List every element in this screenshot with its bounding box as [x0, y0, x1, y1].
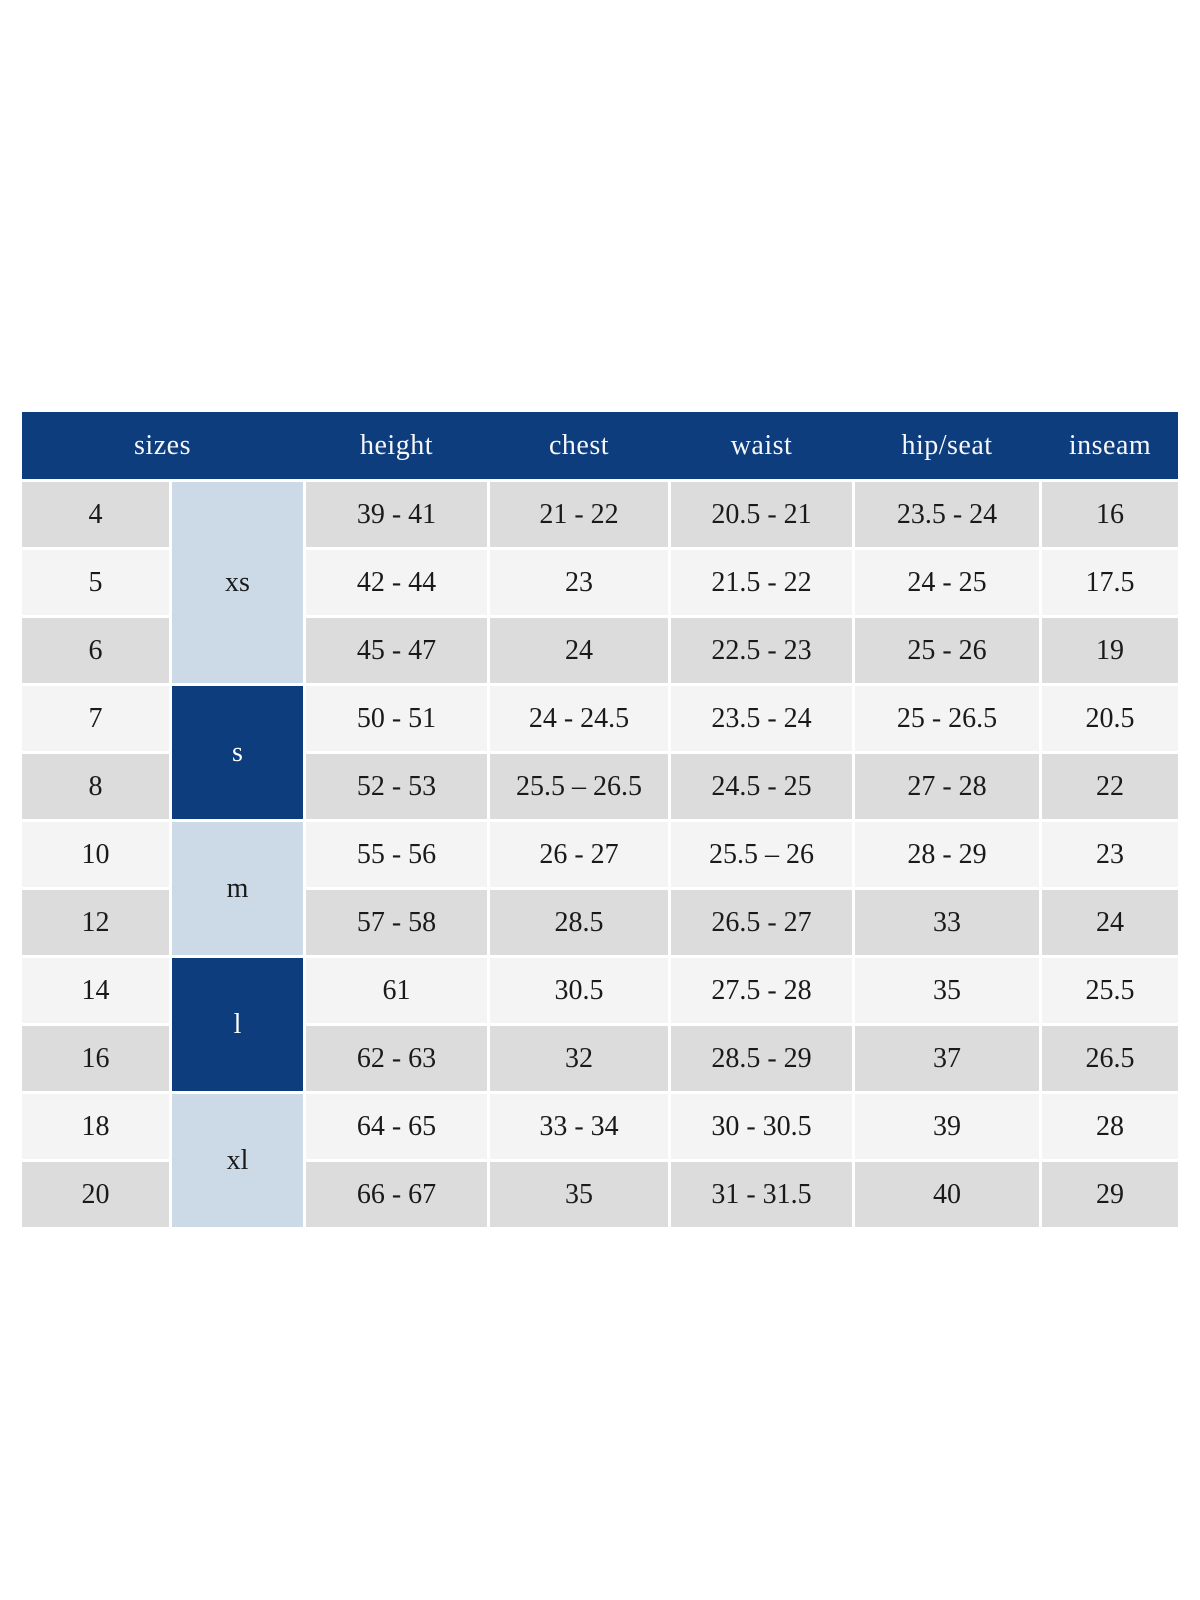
- inseam-cell: 20.5: [1042, 686, 1178, 751]
- waist-cell: 26.5 - 27: [671, 890, 852, 955]
- hip-seat-cell: 28 - 29: [855, 822, 1039, 887]
- size-cell: 20: [22, 1162, 169, 1227]
- size-cell: 18: [22, 1094, 169, 1159]
- waist-cell: 20.5 - 21: [671, 482, 852, 547]
- hip-seat-cell: 25 - 26.5: [855, 686, 1039, 751]
- inseam-cell: 22: [1042, 754, 1178, 819]
- height-cell: 66 - 67: [306, 1162, 487, 1227]
- height-cell: 50 - 51: [306, 686, 487, 751]
- size-cell: 4: [22, 482, 169, 547]
- size-group-cell-xs: xs: [172, 482, 303, 683]
- chest-cell: 21 - 22: [490, 482, 668, 547]
- chest-cell: 25.5 – 26.5: [490, 754, 668, 819]
- hip-seat-cell: 27 - 28: [855, 754, 1039, 819]
- hip-seat-cell: 35: [855, 958, 1039, 1023]
- hip-seat-cell: 37: [855, 1026, 1039, 1091]
- hip-seat-cell: 25 - 26: [855, 618, 1039, 683]
- size-cell: 7: [22, 686, 169, 751]
- chest-cell: 30.5: [490, 958, 668, 1023]
- hip-seat-cell: 23.5 - 24: [855, 482, 1039, 547]
- waist-cell: 30 - 30.5: [671, 1094, 852, 1159]
- waist-cell: 27.5 - 28: [671, 958, 852, 1023]
- chest-cell: 28.5: [490, 890, 668, 955]
- size-chart-table: sizes height chest waist hip/seat inseam…: [22, 412, 1178, 1227]
- waist-cell: 28.5 - 29: [671, 1026, 852, 1091]
- table-header-row: sizes height chest waist hip/seat inseam: [22, 412, 1178, 479]
- chest-cell: 35: [490, 1162, 668, 1227]
- chest-cell: 24 - 24.5: [490, 686, 668, 751]
- hip-seat-cell: 40: [855, 1162, 1039, 1227]
- column-header-inseam: inseam: [1068, 429, 1152, 461]
- height-cell: 61: [306, 958, 487, 1023]
- height-cell: 45 - 47: [306, 618, 487, 683]
- inseam-cell: 17.5: [1042, 550, 1178, 615]
- size-cell: 10: [22, 822, 169, 887]
- hip-seat-cell: 39: [855, 1094, 1039, 1159]
- size-cell: 5: [22, 550, 169, 615]
- size-cell: 6: [22, 618, 169, 683]
- size-cell: 16: [22, 1026, 169, 1091]
- size-group-cell-m: m: [172, 822, 303, 955]
- inseam-cell: 24: [1042, 890, 1178, 955]
- chest-cell: 33 - 34: [490, 1094, 668, 1159]
- chest-cell: 26 - 27: [490, 822, 668, 887]
- height-cell: 62 - 63: [306, 1026, 487, 1091]
- height-cell: 52 - 53: [306, 754, 487, 819]
- column-header-chest: chest: [548, 429, 610, 461]
- inseam-cell: 26.5: [1042, 1026, 1178, 1091]
- inseam-cell: 23: [1042, 822, 1178, 887]
- inseam-cell: 19: [1042, 618, 1178, 683]
- chest-cell: 24: [490, 618, 668, 683]
- size-group-cell-l: l: [172, 958, 303, 1091]
- height-cell: 39 - 41: [306, 482, 487, 547]
- height-cell: 57 - 58: [306, 890, 487, 955]
- chest-cell: 32: [490, 1026, 668, 1091]
- size-cell: 12: [22, 890, 169, 955]
- column-header-hip-seat: hip/seat: [901, 429, 993, 461]
- column-header-sizes: sizes: [134, 429, 191, 461]
- inseam-cell: 29: [1042, 1162, 1178, 1227]
- waist-cell: 23.5 - 24: [671, 686, 852, 751]
- waist-cell: 31 - 31.5: [671, 1162, 852, 1227]
- column-header-waist: waist: [730, 429, 793, 461]
- hip-seat-cell: 24 - 25: [855, 550, 1039, 615]
- waist-cell: 22.5 - 23: [671, 618, 852, 683]
- height-cell: 55 - 56: [306, 822, 487, 887]
- height-cell: 42 - 44: [306, 550, 487, 615]
- inseam-cell: 28: [1042, 1094, 1178, 1159]
- chest-cell: 23: [490, 550, 668, 615]
- height-cell: 64 - 65: [306, 1094, 487, 1159]
- waist-cell: 25.5 – 26: [671, 822, 852, 887]
- column-header-height: height: [360, 429, 433, 461]
- inseam-cell: 25.5: [1042, 958, 1178, 1023]
- size-cell: 8: [22, 754, 169, 819]
- waist-cell: 24.5 - 25: [671, 754, 852, 819]
- hip-seat-cell: 33: [855, 890, 1039, 955]
- inseam-cell: 16: [1042, 482, 1178, 547]
- size-group-cell-xl: xl: [172, 1094, 303, 1227]
- waist-cell: 21.5 - 22: [671, 550, 852, 615]
- size-group-cell-s: s: [172, 686, 303, 819]
- size-cell: 14: [22, 958, 169, 1023]
